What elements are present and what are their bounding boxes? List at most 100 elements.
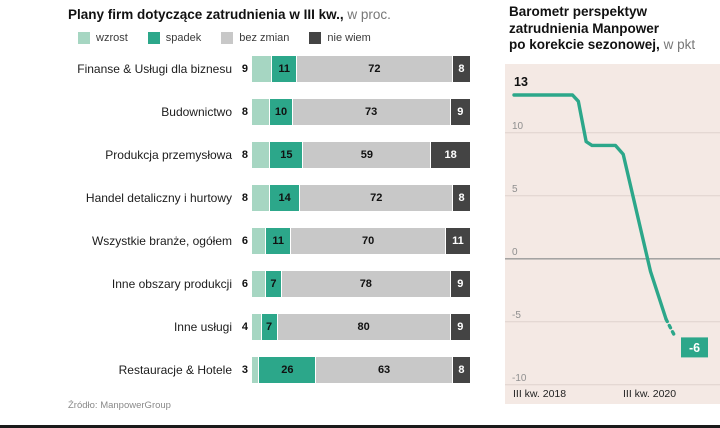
legend-swatch-wzrost — [78, 32, 90, 44]
bar-segment-wzrost — [252, 357, 259, 383]
bar-segment-bez-zmian: 80 — [277, 314, 450, 340]
bar-row: Budownictwo 8 10 73 9 — [52, 99, 500, 125]
bar-segment-nie-wiem: 9 — [450, 271, 471, 297]
category-label: Wszystkie branże, ogółem — [91, 233, 232, 248]
left-chart-title-unit: w proc. — [343, 7, 391, 22]
y-tick-label: 0 — [512, 247, 518, 258]
x-axis-label-start: III kw. 2018 — [513, 388, 567, 400]
bar-segment-wzrost — [252, 99, 270, 125]
stacked-bar: 15 59 18 — [252, 142, 471, 168]
bar-segment-nie-wiem: 8 — [452, 357, 470, 383]
bar-segment-nie-wiem: 8 — [453, 185, 470, 211]
bar-row: Finanse & Usługi dla biznesu 9 11 72 8 — [52, 56, 500, 82]
category-label: Inne obszary produkcji — [111, 276, 232, 291]
right-chart-title-line: zatrudnienia Manpower — [509, 20, 660, 36]
category-label: Produkcja przemysłowa — [105, 147, 232, 162]
legend-item-spadek: spadek — [147, 32, 202, 44]
legend-label: nie wiem — [327, 32, 371, 44]
employment-plans-panel: Plany firm dotyczące zatrudnienia w III … — [52, 6, 500, 411]
stacked-bar: 11 70 11 — [252, 228, 471, 254]
legend-item-wzrost: wzrost — [78, 32, 128, 44]
bar-segment-wzrost — [252, 228, 266, 254]
right-chart-title: Barometr perspektyw zatrudnienia Manpowe… — [505, 0, 720, 54]
bar-row: Restauracje & Hotele 3 26 63 8 — [52, 357, 500, 383]
stacked-bar-chart: Finanse & Usługi dla biznesu 9 11 72 8 Budown… — [52, 56, 500, 383]
stacked-bar: 26 63 8 — [252, 357, 470, 383]
bar-segment-bez-zmian: 72 — [296, 56, 452, 82]
bar-segment-bez-zmian: 63 — [316, 357, 452, 383]
bar-segment-spadek: 11 — [266, 228, 291, 254]
category-label: Restauracje & Hotele — [118, 362, 232, 377]
line-chart-plot-area: 10 5 0 -5 -10 13 -6 III kw. 2018 III kw. 2020 — [505, 64, 720, 404]
bar-row: Wszystkie branże, ogółem 6 11 70 11 — [52, 228, 500, 254]
value-label-wzrost: 3 — [241, 364, 248, 376]
stacked-bar: 10 73 9 — [252, 99, 470, 125]
y-tick-label: 10 — [512, 121, 524, 132]
bar-row: Inne obszary produkcji 6 7 78 9 — [52, 271, 500, 297]
bar-segment-bez-zmian: 78 — [281, 271, 450, 297]
x-axis-label-end: III kw. 2020 — [623, 388, 677, 400]
barometer-line — [512, 93, 668, 321]
stacked-bar: 7 80 9 — [252, 314, 470, 340]
source-note: Źródło: ManpowerGroup — [68, 400, 171, 411]
legend-swatch-bez-zmian — [221, 32, 234, 44]
bar-segment-spadek: 7 — [261, 314, 277, 340]
bar-segment-bez-zmian: 72 — [300, 185, 453, 211]
category-label: Inne usługi — [173, 319, 232, 334]
stacked-bar: 7 78 9 — [252, 271, 471, 297]
bar-segment-spadek: 15 — [270, 142, 303, 168]
stacked-bar: 14 72 8 — [252, 185, 470, 211]
left-chart-title: Plany firm dotyczące zatrudnienia w III … — [68, 6, 500, 23]
right-chart-title-line: po korekcie sezonowej, w pkt — [509, 37, 696, 52]
value-label-wzrost: 9 — [241, 63, 248, 75]
legend-item-nie-wiem: nie wiem — [309, 32, 371, 44]
bottom-rule — [0, 425, 720, 428]
bar-row: Inne usługi 4 7 80 9 — [52, 314, 500, 340]
stacked-bar: 11 72 8 — [252, 56, 470, 82]
bar-segment-wzrost — [252, 271, 265, 297]
end-value-badge — [681, 337, 708, 358]
y-tick-label: 5 — [512, 184, 518, 195]
y-tick-label: -5 — [512, 310, 521, 321]
left-chart-title-bold: Plany firm dotyczące zatrudnienia w III … — [68, 7, 344, 22]
right-chart-title-line: Barometr perspektyw — [509, 4, 648, 19]
bar-segment-spadek: 14 — [269, 185, 300, 211]
bar-segment-wzrost — [252, 314, 261, 340]
bar-row: Handel detaliczny i hurtowy 8 14 72 8 — [52, 185, 500, 211]
bar-segment-nie-wiem: 9 — [450, 99, 470, 125]
bar-row: Produkcja przemysłowa 8 15 59 18 — [52, 142, 500, 168]
bar-segment-spadek: 10 — [270, 99, 292, 125]
value-label-wzrost: 6 — [241, 278, 248, 290]
value-label-wzrost: 8 — [241, 192, 248, 204]
category-label: Handel detaliczny i hurtowy — [85, 190, 232, 205]
legend-swatch-nie-wiem — [309, 32, 322, 44]
bar-segment-bez-zmian: 70 — [291, 228, 445, 254]
right-chart-title-unit: w pkt — [659, 37, 696, 52]
barometer-panel: Barometr perspektyw zatrudnienia Manpowe… — [505, 0, 720, 428]
bar-segment-spadek: 7 — [265, 271, 281, 297]
bar-segment-wzrost — [252, 56, 272, 82]
bar-segment-bez-zmian: 59 — [303, 142, 431, 168]
category-label: Finanse & Usługi dla biznesu — [77, 61, 232, 76]
value-label-wzrost: 8 — [241, 149, 248, 161]
legend-label: wzrost — [96, 32, 128, 44]
bar-segment-wzrost — [252, 142, 270, 168]
value-label-wzrost: 6 — [241, 235, 248, 247]
legend: wzrost spadek bez zmian nie wiem — [78, 32, 500, 44]
legend-swatch-spadek — [147, 32, 160, 44]
legend-label: spadek — [165, 32, 202, 44]
value-label-wzrost: 4 — [241, 321, 248, 333]
bar-segment-spadek: 26 — [259, 357, 316, 383]
start-value-label: 13 — [514, 75, 528, 89]
line-chart-svg: 10 5 0 -5 -10 13 -6 — [505, 75, 720, 386]
legend-item-bez-zmian: bez zmian — [221, 32, 289, 44]
bar-segment-nie-wiem: 11 — [445, 228, 471, 254]
bar-segment-nie-wiem: 8 — [452, 56, 470, 82]
bar-segment-spadek: 11 — [272, 56, 296, 82]
legend-label: bez zmian — [239, 32, 290, 44]
category-label: Budownictwo — [161, 104, 232, 119]
bar-segment-nie-wiem: 18 — [431, 142, 471, 168]
bar-segment-nie-wiem: 9 — [450, 314, 470, 340]
barometer-line-dashed-tail — [664, 317, 676, 337]
